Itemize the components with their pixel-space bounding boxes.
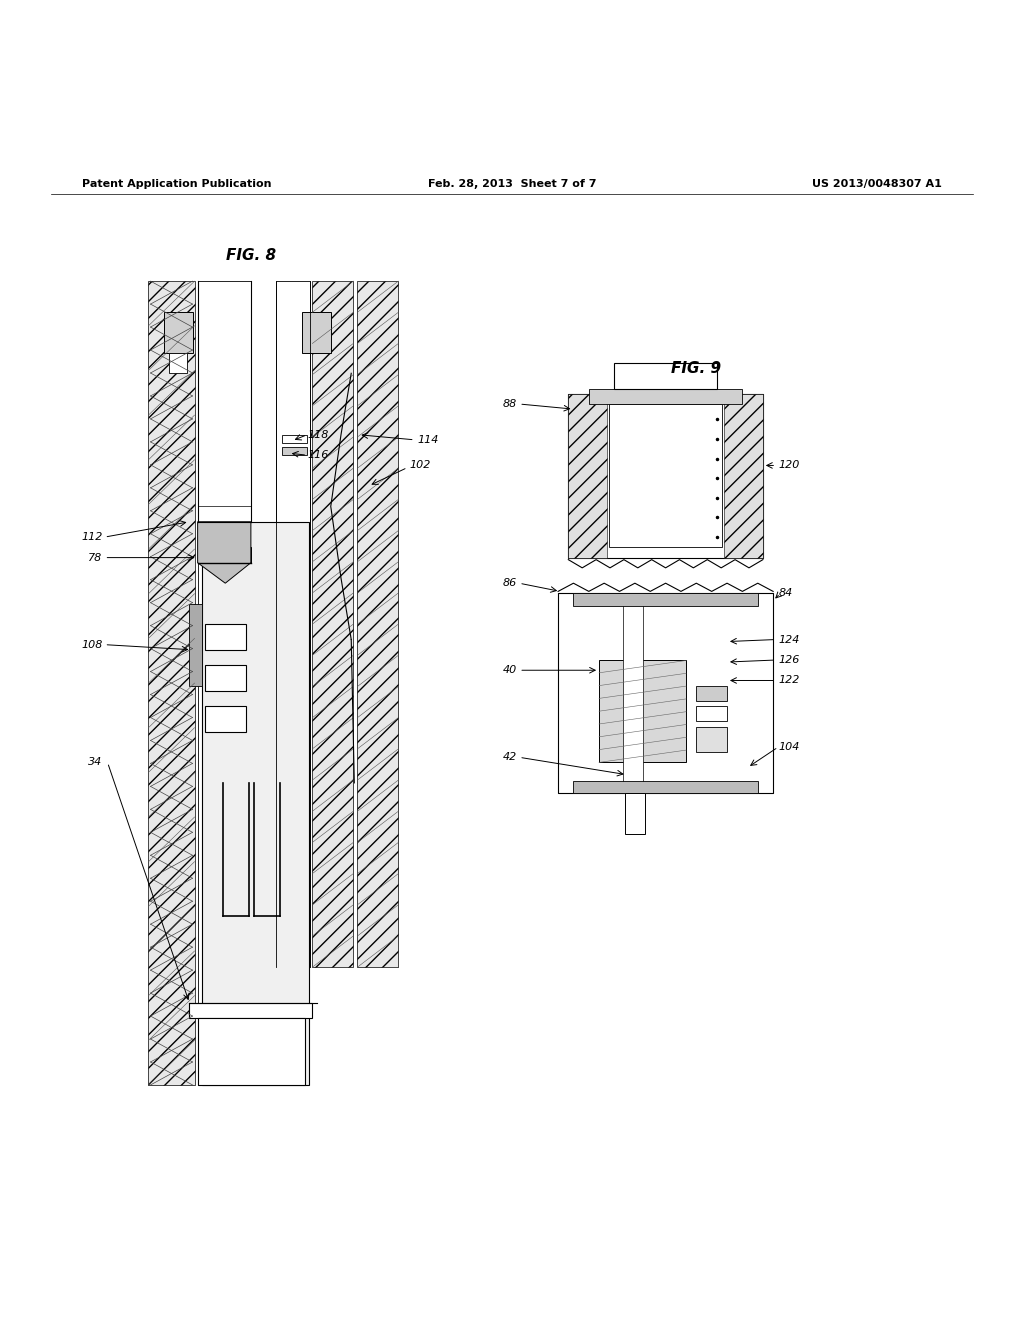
Bar	[312, 281, 353, 968]
Bar	[558, 594, 597, 793]
Text: 112: 112	[81, 532, 102, 543]
Text: 88: 88	[503, 399, 517, 409]
Bar	[169, 352, 187, 374]
Bar	[282, 447, 307, 455]
Text: FIG. 9: FIG. 9	[672, 360, 721, 376]
Text: 108: 108	[81, 640, 102, 649]
Bar	[205, 665, 246, 690]
Text: 84: 84	[778, 589, 793, 598]
Text: 34: 34	[88, 758, 102, 767]
Text: 122: 122	[778, 676, 800, 685]
Bar	[623, 594, 643, 793]
Bar	[568, 393, 607, 557]
Bar	[558, 594, 773, 793]
Bar	[734, 594, 773, 793]
Bar	[625, 793, 645, 834]
Bar	[568, 393, 763, 557]
Bar	[198, 281, 251, 1085]
Bar	[696, 685, 727, 701]
Bar	[696, 726, 727, 752]
Bar	[205, 624, 246, 649]
Bar	[724, 393, 763, 557]
Text: Feb. 28, 2013  Sheet 7 of 7: Feb. 28, 2013 Sheet 7 of 7	[428, 178, 596, 189]
Text: 86: 86	[503, 578, 517, 589]
Text: 116: 116	[307, 450, 329, 461]
Bar	[189, 1003, 312, 1019]
Bar	[198, 548, 251, 562]
Bar	[357, 281, 398, 968]
Text: US 2013/0048307 A1: US 2013/0048307 A1	[812, 178, 942, 189]
Polygon shape	[198, 521, 251, 583]
Bar	[302, 312, 331, 352]
Bar	[573, 781, 758, 793]
Bar	[205, 706, 246, 731]
Text: 42: 42	[503, 752, 517, 762]
Text: 118: 118	[307, 430, 329, 440]
Bar	[198, 1019, 305, 1085]
Bar	[589, 388, 742, 404]
Text: 104: 104	[778, 742, 800, 752]
Text: 126: 126	[778, 655, 800, 665]
Bar	[599, 660, 686, 763]
Bar	[276, 281, 310, 968]
Text: 102: 102	[410, 461, 431, 470]
Text: 124: 124	[778, 635, 800, 644]
Bar	[573, 594, 758, 606]
Text: 40: 40	[503, 665, 517, 676]
Text: Patent Application Publication: Patent Application Publication	[82, 178, 271, 189]
Text: 114: 114	[418, 434, 439, 445]
Bar	[614, 363, 717, 388]
Bar	[189, 603, 202, 685]
Bar	[148, 281, 195, 1085]
Bar	[696, 706, 727, 722]
Text: 78: 78	[88, 553, 102, 562]
Text: 120: 120	[778, 461, 800, 470]
Bar	[164, 312, 193, 352]
Bar	[282, 434, 307, 444]
Bar	[609, 404, 722, 548]
Bar	[202, 521, 309, 1085]
Text: FIG. 8: FIG. 8	[226, 248, 275, 263]
